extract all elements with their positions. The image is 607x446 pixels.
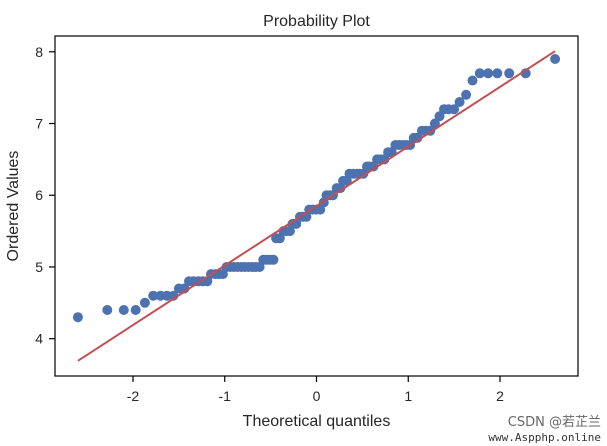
y-tick-label: 8 bbox=[35, 44, 43, 60]
data-point bbox=[434, 111, 445, 122]
data-point bbox=[504, 68, 515, 79]
y-tick-label: 6 bbox=[35, 187, 43, 203]
watermark-site: www.Aspphp.online bbox=[488, 431, 601, 444]
data-point bbox=[449, 104, 460, 115]
chart-title: Probability Plot bbox=[263, 13, 370, 30]
data-point bbox=[130, 305, 141, 315]
data-point bbox=[102, 305, 113, 315]
y-tick-label: 7 bbox=[35, 116, 43, 132]
fit-line bbox=[77, 50, 556, 362]
y-tick-label: 4 bbox=[35, 331, 43, 347]
y-axis-label: Ordered Values bbox=[5, 151, 22, 262]
data-point bbox=[139, 297, 150, 308]
x-tick-label: 1 bbox=[404, 388, 412, 404]
x-tick-label: -2 bbox=[127, 388, 140, 404]
data-point bbox=[454, 97, 465, 107]
data-point bbox=[118, 305, 129, 315]
data-point bbox=[550, 54, 561, 64]
x-tick-label: -1 bbox=[219, 388, 232, 404]
x-tick-label: 0 bbox=[313, 388, 321, 404]
data-point bbox=[429, 118, 440, 129]
data-point bbox=[412, 132, 423, 143]
data-point bbox=[492, 68, 503, 79]
data-point bbox=[467, 75, 478, 86]
y-axis-ticks: 4 5 6 7 8 bbox=[35, 44, 55, 347]
x-tick-label: 2 bbox=[496, 388, 504, 404]
x-axis-label: Theoretical quantiles bbox=[243, 413, 391, 430]
x-axis-ticks: -2 -1 0 1 2 bbox=[127, 376, 504, 404]
data-point bbox=[268, 254, 279, 265]
data-point bbox=[483, 68, 494, 79]
watermark-author: CSDN @若芷兰 bbox=[507, 415, 601, 430]
data-point bbox=[461, 89, 472, 100]
data-point bbox=[148, 290, 159, 301]
data-point bbox=[474, 68, 485, 79]
data-point bbox=[72, 312, 83, 323]
y-tick-label: 5 bbox=[35, 259, 43, 275]
